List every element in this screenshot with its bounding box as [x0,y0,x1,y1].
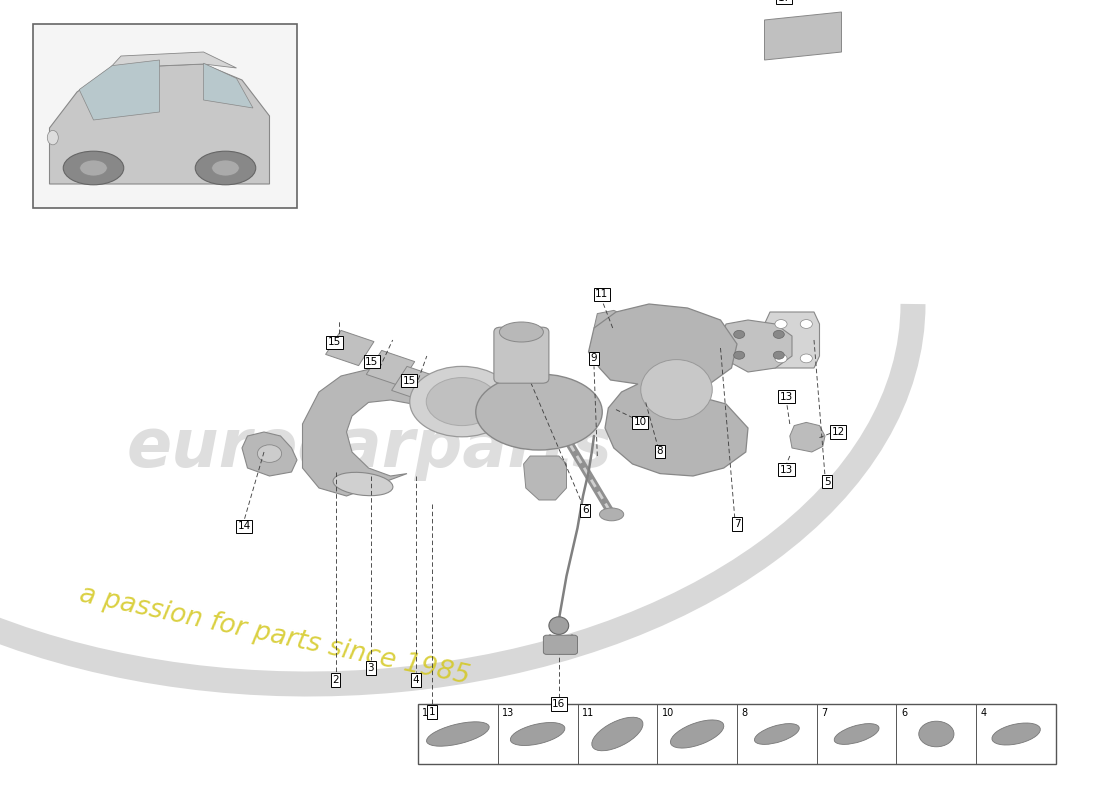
Polygon shape [204,63,253,108]
Text: 15: 15 [328,338,341,347]
Text: 7: 7 [734,519,740,529]
Text: 2: 2 [332,675,339,685]
Text: 8: 8 [741,708,748,718]
Ellipse shape [773,330,784,338]
Polygon shape [764,12,842,60]
Ellipse shape [600,508,624,521]
Polygon shape [524,456,567,500]
Ellipse shape [79,160,107,176]
Ellipse shape [670,720,724,748]
Ellipse shape [510,722,565,746]
Bar [33,24,297,208]
Ellipse shape [499,322,543,342]
Polygon shape [588,304,748,476]
Text: 7: 7 [821,708,827,718]
Ellipse shape [834,724,879,744]
Polygon shape [242,432,297,476]
Text: 13: 13 [780,392,793,402]
Ellipse shape [992,723,1041,745]
Ellipse shape [257,445,282,462]
Polygon shape [392,366,440,402]
Text: 6: 6 [901,708,908,718]
Ellipse shape [801,319,812,328]
Text: 13: 13 [780,465,793,474]
Polygon shape [594,310,629,342]
Text: 4: 4 [412,675,419,685]
Text: 9: 9 [591,354,597,363]
Text: 14: 14 [238,522,251,531]
Ellipse shape [475,374,603,450]
Text: 11: 11 [595,290,608,299]
Text: 3: 3 [367,663,374,673]
Text: 4: 4 [981,708,987,718]
FancyBboxPatch shape [494,327,549,383]
Polygon shape [79,60,160,120]
Text: 15: 15 [422,708,435,718]
FancyBboxPatch shape [543,635,578,654]
Text: 10: 10 [661,708,674,718]
Text: 17: 17 [778,0,791,2]
Ellipse shape [211,160,240,176]
Ellipse shape [734,351,745,359]
Polygon shape [366,350,415,386]
Ellipse shape [773,351,784,359]
Ellipse shape [918,722,954,747]
Polygon shape [790,422,825,452]
Text: a passion for parts since 1985: a passion for parts since 1985 [77,582,473,690]
Text: 1: 1 [429,707,436,717]
Ellipse shape [734,330,745,338]
Ellipse shape [549,617,569,634]
Polygon shape [720,320,792,372]
Text: 15: 15 [403,376,416,386]
Text: eurocarparts: eurocarparts [126,415,613,481]
Ellipse shape [640,359,713,419]
Ellipse shape [801,354,812,362]
Text: 15: 15 [365,357,378,366]
Text: 12: 12 [832,427,845,437]
Ellipse shape [774,354,788,362]
Ellipse shape [409,366,515,437]
Text: 10: 10 [634,418,647,427]
Text: 5: 5 [824,477,830,486]
Ellipse shape [427,722,490,746]
Polygon shape [110,52,236,68]
Ellipse shape [47,130,58,145]
Ellipse shape [774,319,788,328]
Ellipse shape [196,151,255,185]
Polygon shape [50,64,270,184]
Ellipse shape [63,151,123,185]
Text: 13: 13 [502,708,515,718]
Polygon shape [764,312,820,368]
Polygon shape [302,368,462,496]
Ellipse shape [755,724,800,744]
Bar [418,704,1056,764]
Text: 6: 6 [582,506,588,515]
Ellipse shape [427,378,497,426]
Ellipse shape [333,472,393,496]
Text: 8: 8 [657,446,663,456]
Polygon shape [326,330,374,366]
Text: 11: 11 [582,708,594,718]
Text: 16: 16 [552,699,565,709]
Ellipse shape [592,718,644,750]
